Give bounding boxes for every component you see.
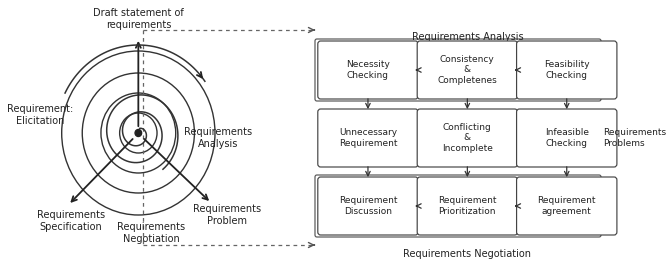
Text: Requirements
Analysis: Requirements Analysis (184, 127, 252, 149)
Text: Requirement
Prioritization: Requirement Prioritization (438, 196, 496, 216)
Text: Requirement
agreement: Requirement agreement (537, 196, 596, 216)
Text: Infeasible
Checking: Infeasible Checking (545, 128, 589, 148)
Text: Requirements Negotiation: Requirements Negotiation (403, 249, 531, 259)
FancyBboxPatch shape (517, 177, 617, 235)
Text: Requirements
Problems: Requirements Problems (603, 128, 666, 148)
Text: Draft statement of
requirements: Draft statement of requirements (93, 8, 184, 30)
Text: Necessity
Checking: Necessity Checking (346, 60, 390, 80)
FancyBboxPatch shape (517, 41, 617, 99)
FancyBboxPatch shape (417, 109, 517, 167)
FancyBboxPatch shape (417, 41, 517, 99)
Text: Requirement
Discussion: Requirement Discussion (339, 196, 397, 216)
FancyBboxPatch shape (318, 177, 418, 235)
FancyBboxPatch shape (417, 177, 517, 235)
Text: Conflicting
&
Incomplete: Conflicting & Incomplete (442, 123, 493, 153)
Text: Feasibility
Checking: Feasibility Checking (544, 60, 590, 80)
FancyBboxPatch shape (318, 109, 418, 167)
Text: Consistency
&
Completenes: Consistency & Completenes (438, 55, 497, 85)
FancyBboxPatch shape (318, 41, 418, 99)
Circle shape (135, 129, 141, 136)
Text: Requirements
Specification: Requirements Specification (37, 210, 105, 232)
Text: Requirements Analysis: Requirements Analysis (411, 32, 523, 42)
Text: Requirements
Negotiation: Requirements Negotiation (117, 222, 186, 244)
Text: Unnecessary
Requirement: Unnecessary Requirement (339, 128, 397, 148)
FancyBboxPatch shape (517, 109, 617, 167)
Text: Requirement:
Elicitation: Requirement: Elicitation (7, 104, 73, 126)
Text: Requirements
Problem: Requirements Problem (193, 204, 261, 226)
